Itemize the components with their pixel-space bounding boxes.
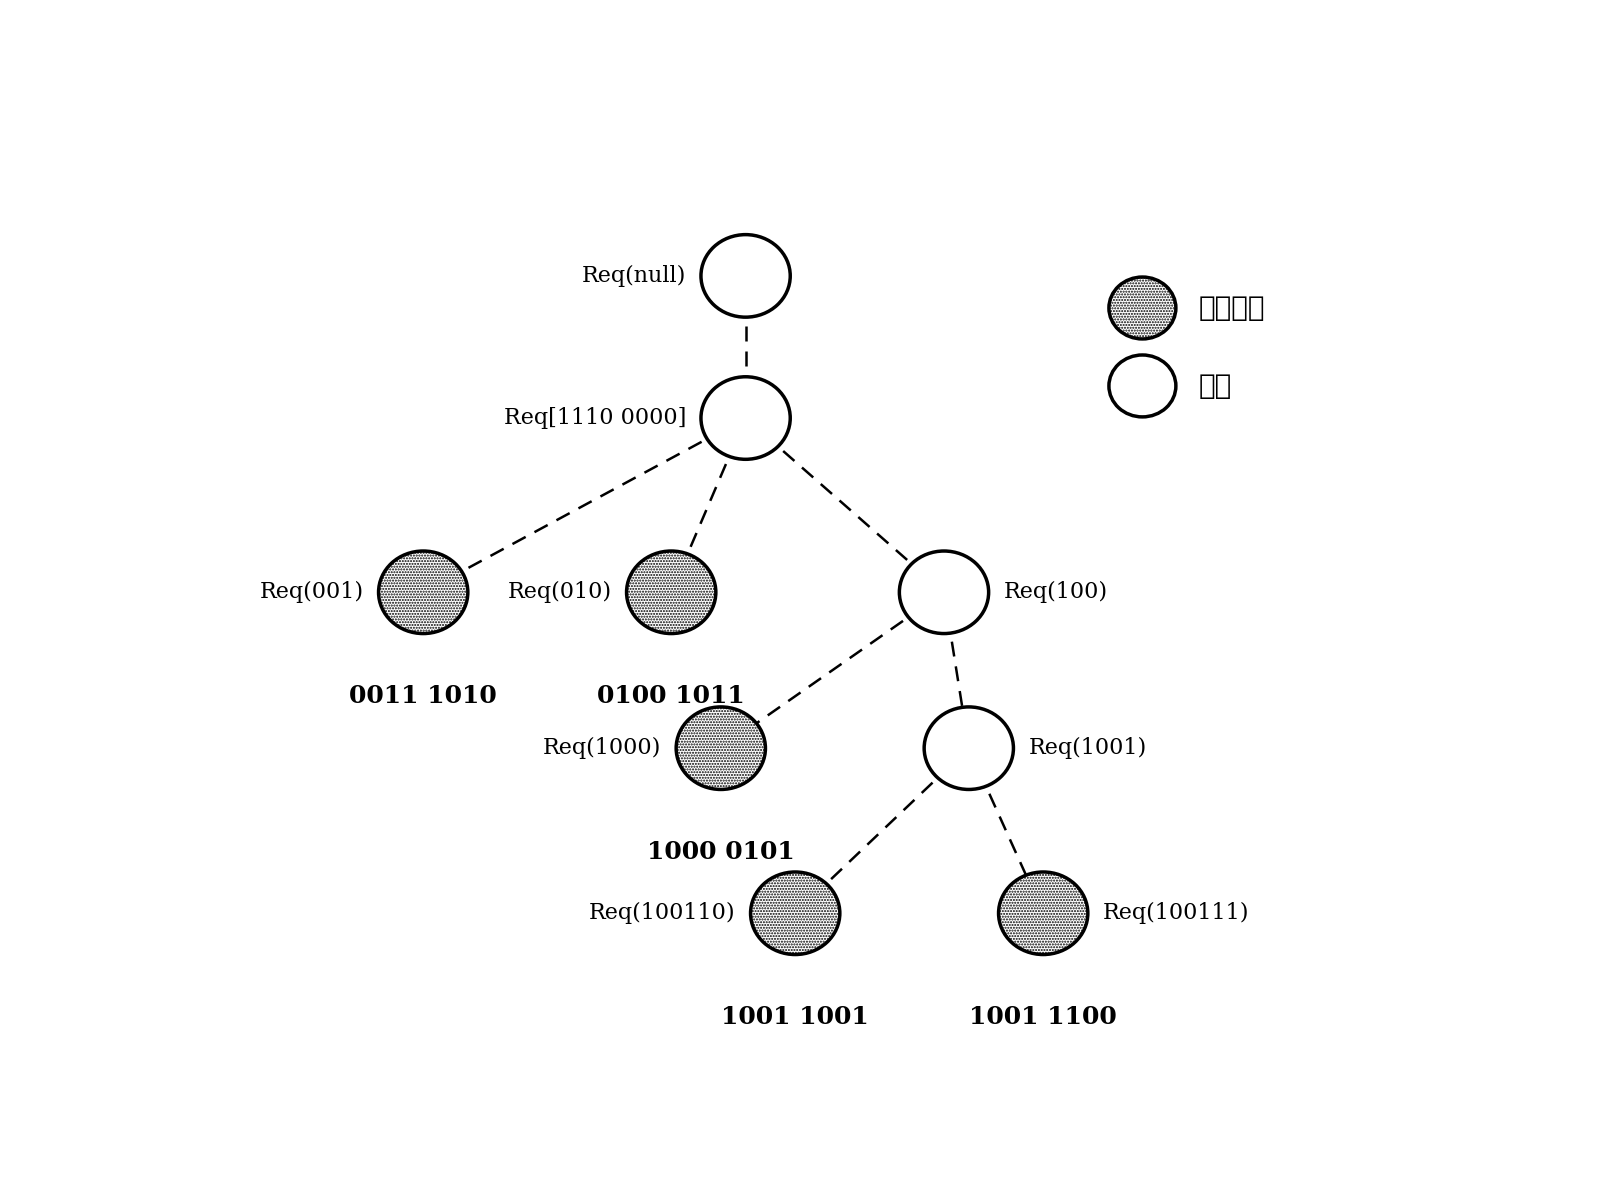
Ellipse shape <box>1109 278 1176 339</box>
Ellipse shape <box>701 235 790 317</box>
Text: Req(100110): Req(100110) <box>589 903 736 924</box>
Ellipse shape <box>379 551 467 634</box>
Text: Req(010): Req(010) <box>507 581 611 604</box>
Ellipse shape <box>998 872 1088 954</box>
Text: Req(100): Req(100) <box>1003 581 1107 604</box>
Text: Req(001): Req(001) <box>259 581 363 604</box>
Text: 1001 1100: 1001 1100 <box>970 1005 1117 1029</box>
Ellipse shape <box>925 707 1013 790</box>
Text: Req(100111): Req(100111) <box>1102 903 1250 924</box>
Ellipse shape <box>677 707 765 790</box>
Text: 1000 0101: 1000 0101 <box>646 840 795 863</box>
Text: 识别成功: 识别成功 <box>1198 294 1264 322</box>
Ellipse shape <box>750 872 840 954</box>
Ellipse shape <box>899 551 989 634</box>
Text: 1001 1001: 1001 1001 <box>722 1005 869 1029</box>
Text: Req(1001): Req(1001) <box>1029 737 1147 759</box>
Text: 0011 1010: 0011 1010 <box>349 684 498 707</box>
Text: Req[1110 0000]: Req[1110 0000] <box>504 407 686 429</box>
Text: Req(null): Req(null) <box>582 264 686 287</box>
Ellipse shape <box>627 551 715 634</box>
Text: 0100 1011: 0100 1011 <box>597 684 746 707</box>
Text: Req(1000): Req(1000) <box>542 737 661 759</box>
Text: 碰撞: 碰撞 <box>1198 372 1232 400</box>
Ellipse shape <box>1109 355 1176 417</box>
Ellipse shape <box>701 376 790 460</box>
